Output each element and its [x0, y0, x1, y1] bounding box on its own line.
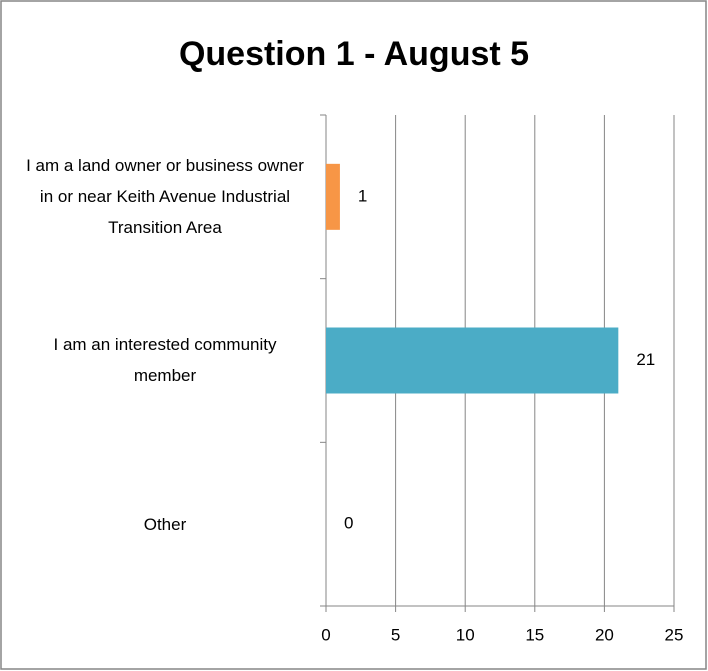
y-tick-label: Other [143, 514, 187, 534]
y-tick-label: I am a land owner or business owner in o… [26, 156, 304, 238]
x-tick-label: 0 [321, 625, 330, 644]
y-tick-label: I am an interested community member [53, 335, 277, 386]
value-label: 21 [636, 350, 655, 369]
value-label: 0 [344, 514, 353, 533]
x-tick-label: 20 [595, 625, 614, 644]
x-tick-label: 5 [391, 625, 400, 644]
bar [326, 163, 340, 230]
value-label: 1 [358, 186, 367, 205]
x-tick-label: 10 [456, 625, 475, 644]
bar [326, 327, 619, 394]
chart-title: Question 1 - August 5 [179, 35, 529, 73]
x-tick-label: 15 [525, 625, 544, 644]
x-tick-label: 25 [665, 625, 684, 644]
